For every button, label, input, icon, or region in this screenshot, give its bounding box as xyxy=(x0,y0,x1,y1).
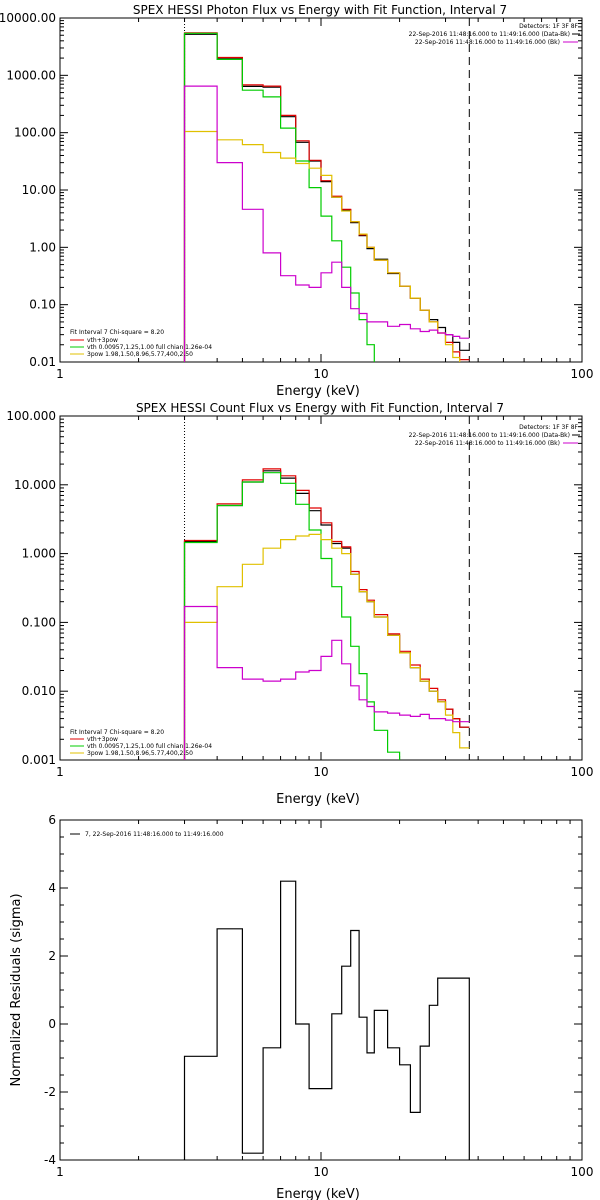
x-tick-label: 1 xyxy=(56,367,64,381)
x-tick-label: 1 xyxy=(56,1165,64,1179)
y-tick-label: 1.00 xyxy=(29,240,56,254)
legend-entry: 3pow 1.98,1.50,8.96,5.77,400,2.50 xyxy=(87,351,193,358)
photon-flux-panel: SPEX HESSI Photon Flux vs Energy with Fi… xyxy=(0,3,594,399)
series-line-vth xyxy=(183,32,375,362)
y-tick-label: 10000.00 xyxy=(0,11,56,25)
x-tick-label: 10 xyxy=(313,1165,328,1179)
series-line-residuals xyxy=(183,880,470,1160)
chart-title: SPEX HESSI Photon Flux vs Energy with Fi… xyxy=(133,3,507,17)
plot-area: 1 10 100 -4 -2 0 2 4 6 xyxy=(44,813,593,1179)
x-tick-label: 100 xyxy=(571,765,594,779)
plot-area: 1 10 100 0.01 0.10 1.00 10.00 100.00 1000.00 1000… xyxy=(0,11,594,381)
x-axis-label: Energy (keV) xyxy=(276,792,360,807)
legend-entry: vth+3pow xyxy=(87,736,118,743)
y-tick-label: 4 xyxy=(48,881,56,895)
header-bk-interval: 22-Sep-2016 11:48:16.000 to 11:49:16.000… xyxy=(415,440,560,447)
series-line-data-bk xyxy=(183,470,470,760)
x-tick-label: 10 xyxy=(313,367,328,381)
plot-frame xyxy=(59,819,583,1161)
series-line-bk xyxy=(183,605,470,760)
fit-interval-label: Fit Interval 7 Chi-square = 8.20 xyxy=(70,729,164,736)
plot-frame xyxy=(59,415,583,761)
y-tick-label: 0.01 xyxy=(29,355,56,369)
y-tick-label: -4 xyxy=(44,1153,56,1167)
y-tick-label: 0.010 xyxy=(22,684,56,698)
series-line-vth+3pow xyxy=(183,32,470,362)
x-tick-label: 10 xyxy=(313,765,328,779)
x-axis-label: Energy (keV) xyxy=(276,1187,360,1200)
x-tick-label: 100 xyxy=(571,1165,594,1179)
series-line-bk xyxy=(183,85,470,362)
header-data-interval: 22-Sep-2016 11:48:16.000 to 11:49:16.000… xyxy=(409,432,570,439)
x-tick-label: 100 xyxy=(571,367,594,381)
x-axis-label: Energy (keV) xyxy=(276,384,360,399)
legend-entry: 3pow 1.98,1.50,8.96,5.77,400,2.50 xyxy=(87,750,193,757)
y-tick-label: 1.000 xyxy=(22,547,56,561)
series-line-data-bk xyxy=(183,33,470,362)
y-tick-label: 0 xyxy=(48,1017,56,1031)
header-bk-interval: 22-Sep-2016 11:48:16.000 to 11:49:16.000… xyxy=(415,39,560,46)
count-flux-panel: SPEX HESSI Count Flux vs Energy with Fit… xyxy=(6,401,594,807)
y-tick-label: 10.000 xyxy=(14,478,56,492)
y-tick-label: 0.100 xyxy=(22,615,56,629)
header-data-interval: 22-Sep-2016 11:48:16.000 to 11:49:16.000… xyxy=(409,31,570,38)
residuals-panel: 1 10 100 -4 -2 0 2 4 6 Energy (keV) Normalized R… xyxy=(9,813,593,1200)
legend-entry: vth 0.00957,1.25,1.00 full chian 1.26e-0… xyxy=(87,344,212,351)
y-tick-label: 100.000 xyxy=(6,409,56,423)
y-tick-label: 2 xyxy=(48,949,56,963)
y-tick-label: 0.10 xyxy=(29,298,56,312)
series-line-3pow xyxy=(183,533,470,760)
plot-area: 1 10 100 0.001 0.010 0.100 1.000 10.000 100.000 xyxy=(6,409,594,779)
fit-interval-label: Fit Interval 7 Chi-square = 8.20 xyxy=(70,329,164,336)
y-tick-label: 0.001 xyxy=(22,753,56,767)
chart-title: SPEX HESSI Count Flux vs Energy with Fit… xyxy=(136,401,504,415)
y-tick-label: 6 xyxy=(48,813,56,827)
series-line-3pow xyxy=(183,130,461,362)
y-tick-label: 1000.00 xyxy=(6,68,56,82)
y-axis-label: Normalized Residuals (sigma) xyxy=(9,893,24,1086)
y-tick-label: -2 xyxy=(44,1085,56,1099)
header-detectors: Detectors: 1F 3F 8F xyxy=(519,23,578,30)
series-line-vth xyxy=(183,472,401,760)
legend-entry: 7, 22-Sep-2016 11:48:16.000 to 11:49:16.… xyxy=(85,831,224,838)
y-tick-label: 100.00 xyxy=(14,126,56,140)
legend-entry: vth 0.00957,1.25,1.00 full chian 1.26e-0… xyxy=(87,743,212,750)
x-tick-label: 1 xyxy=(56,765,64,779)
header-detectors: Detectors: 1F 3F 8F xyxy=(519,424,578,431)
legend-entry: vth+3pow xyxy=(87,337,118,344)
y-tick-label: 10.00 xyxy=(22,183,56,197)
series-line-vth+3pow xyxy=(183,468,470,760)
